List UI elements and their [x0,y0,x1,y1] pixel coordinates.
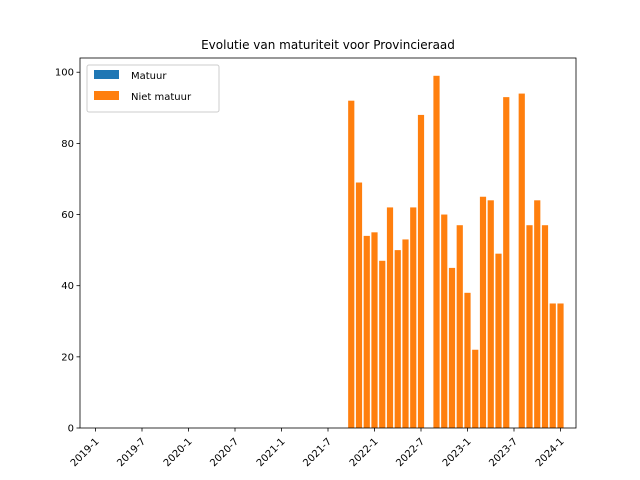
bar-niet-matuur-2021-11 [355,182,363,428]
plot-frame [79,57,577,429]
bar-niet-matuur-2023-2 [472,349,479,428]
legend-swatch-matuur [94,70,119,79]
bar-niet-matuur-2022-7 [417,114,425,429]
y-tick-label: 40 [61,281,74,292]
bar-niet-matuur-2022-12 [456,225,463,428]
bar-niet-matuur-2022-6 [410,207,417,428]
y-axis: 0 20 40 60 80 100 [55,68,80,435]
bar-niet-matuur-2022-5 [402,239,409,428]
bar-niet-matuur-2023-6 [503,97,510,428]
bars-layer [348,75,564,429]
bar-niet-matuur-2022-10 [441,214,448,428]
bar-niet-matuur-2022-3 [386,207,394,428]
legend-label-matuur: Matuur [131,71,167,82]
bar-niet-matuur-2023-10 [534,200,541,428]
bar-niet-matuur-2022-9 [433,75,440,428]
bar-niet-matuur-2023-3 [479,196,487,428]
chart-title: Evolutie van maturiteit voor Provinciera… [201,38,455,52]
legend-label-niet-matuur: Niet matuur [131,92,192,103]
legend-swatch-niet-matuur [94,91,119,100]
legend-box [86,64,220,113]
y-tick-label: 0 [68,424,74,435]
bar-niet-matuur-2023-4 [487,200,494,428]
bar-niet-matuur-2023-11 [541,225,549,428]
bar-niet-matuur-2022-1 [371,232,378,428]
bar-niet-matuur-2023-1 [464,292,471,428]
bar-niet-matuur-2021-10 [348,100,355,428]
bar-niet-matuur-2022-4 [394,250,401,428]
legend: Matuur Niet matuur [86,64,220,113]
bar-niet-matuur-2023-9 [526,225,533,428]
bar-niet-matuur-2023-8 [518,93,525,428]
bar-niet-matuur-2021-12 [363,235,370,428]
bar-niet-matuur-2023-5 [495,253,502,428]
bar-niet-matuur-2022-2 [379,260,386,428]
bar-niet-matuur-2022-11 [448,267,456,428]
y-tick-label: 20 [61,352,74,363]
y-tick-label: 80 [61,139,74,150]
y-tick-label: 60 [61,210,74,221]
bar-niet-matuur-2023-12 [549,303,556,428]
y-tick-label: 100 [55,68,74,79]
bar-niet-matuur-2024-1 [557,303,564,428]
